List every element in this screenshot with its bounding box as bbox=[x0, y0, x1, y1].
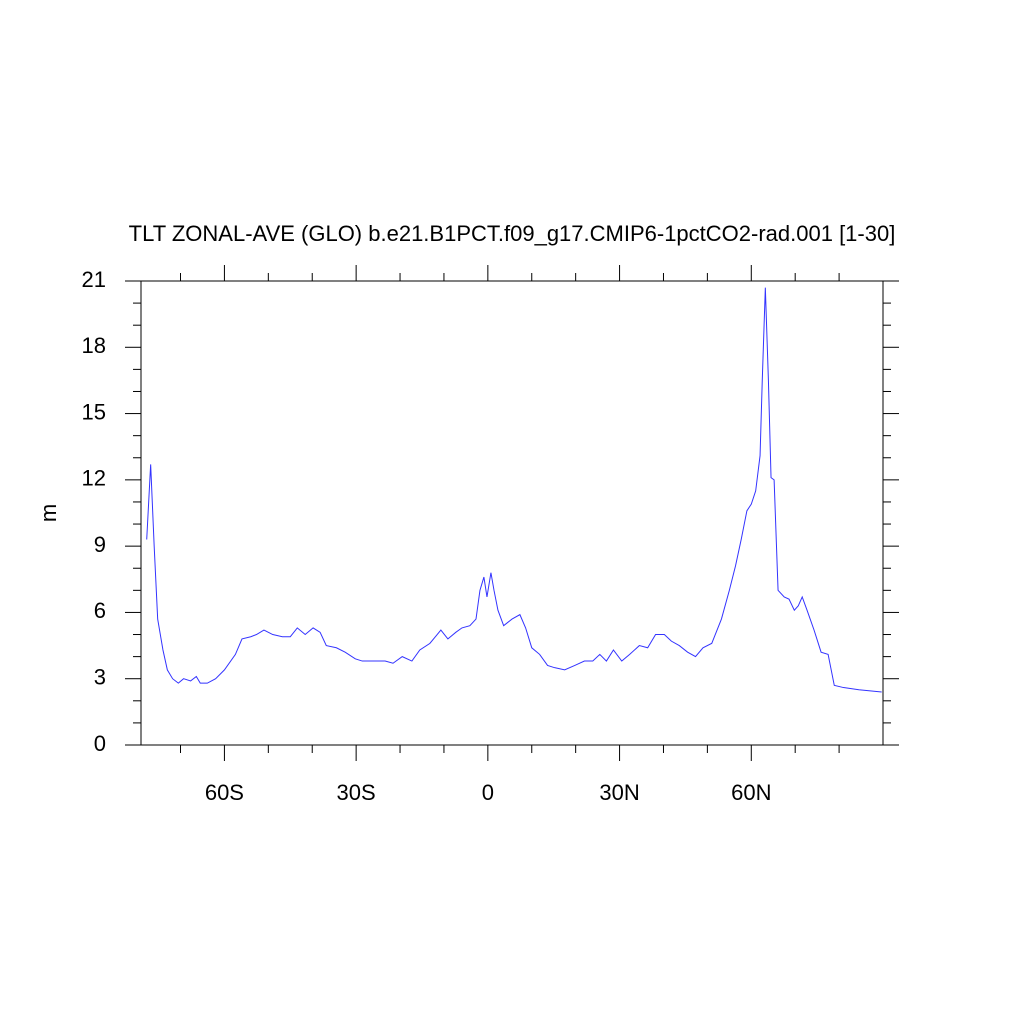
y-axis-label: m bbox=[36, 504, 61, 522]
plot-frame bbox=[140, 280, 884, 746]
y-tick-label: 9 bbox=[94, 532, 106, 557]
y-tick-label: 15 bbox=[82, 399, 106, 424]
y-tick-label: 6 bbox=[94, 598, 106, 623]
x-tick-label: 30S bbox=[337, 780, 376, 805]
y-tick-label: 3 bbox=[94, 665, 106, 690]
x-tick-label: 60S bbox=[205, 780, 244, 805]
chart-title: TLT ZONAL-AVE (GLO) b.e21.B1PCT.f09_g17.… bbox=[129, 221, 896, 246]
y-tick-label: 18 bbox=[82, 333, 106, 358]
x-tick-label: 30N bbox=[599, 780, 639, 805]
data-line bbox=[146, 287, 882, 693]
x-tick-label: 60N bbox=[731, 780, 771, 805]
y-tick-label: 12 bbox=[82, 466, 106, 491]
x-tick-label: 0 bbox=[482, 780, 494, 805]
y-tick-label: 0 bbox=[94, 731, 106, 756]
y-tick-label: 21 bbox=[82, 267, 106, 292]
